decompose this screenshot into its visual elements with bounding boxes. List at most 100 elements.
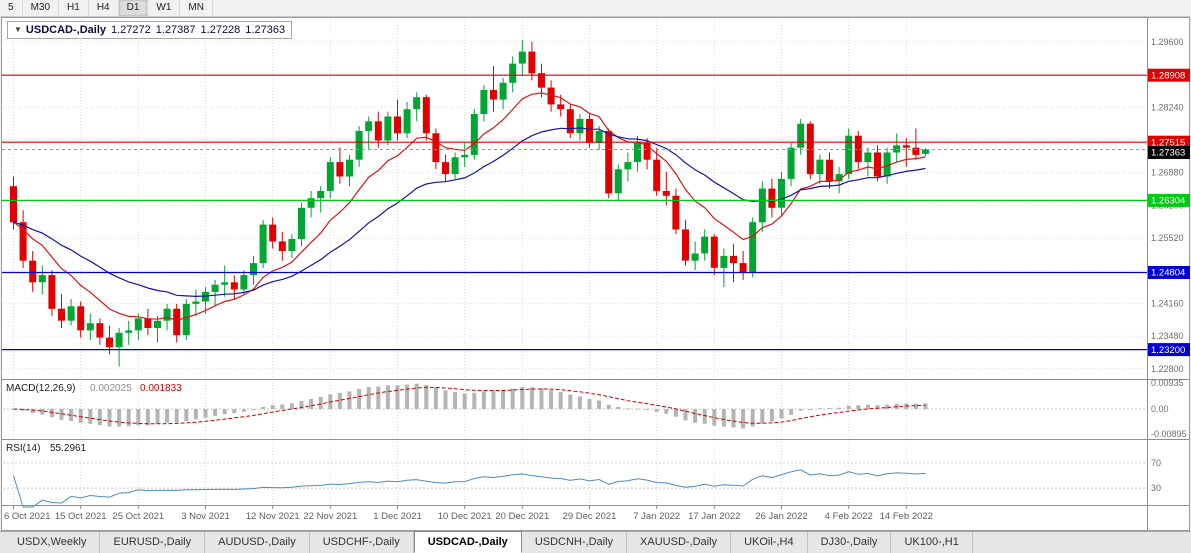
macd-signal-value: 0.001833 <box>140 383 182 394</box>
candle <box>547 87 555 105</box>
tab-eurusd-daily[interactable]: EURUSD-,Daily <box>100 532 206 553</box>
tab-ukoil-h4[interactable]: UKOil-,H4 <box>731 532 808 553</box>
tab-audusd-daily[interactable]: AUDUSD-,Daily <box>205 532 310 553</box>
tab-usdchf-daily[interactable]: USDCHF-,Daily <box>310 532 414 553</box>
candle <box>595 130 603 143</box>
date-label: 29 Dec 2021 <box>563 511 617 522</box>
timeframe-button-mn[interactable]: MN <box>180 0 213 16</box>
candle <box>269 224 277 242</box>
svg-text:1.24804: 1.24804 <box>1151 268 1185 279</box>
date-label: 20 Dec 2021 <box>495 511 549 522</box>
symbol-tabbar: USDX,Weekly EURUSD-,Daily AUDUSD-,Daily USD… <box>0 531 1191 553</box>
rsi-value: 55.2961 <box>50 443 87 454</box>
time-axis: 6 Oct 2021 15 Oct 2021 25 Oct 2021 3 Nov 20… <box>4 506 933 522</box>
timeframe-button-m30[interactable]: M30 <box>23 0 60 16</box>
tab-uk100-h1[interactable]: UK100-,H1 <box>891 532 973 553</box>
macd-main-value: 0.002025 <box>90 383 132 394</box>
level-badge-1.23200: 1.23200 <box>1148 343 1190 357</box>
candle <box>874 152 881 177</box>
timeframe-button-5[interactable]: 5 <box>0 0 23 16</box>
candle <box>374 121 382 141</box>
rsi-line <box>13 469 926 508</box>
candle <box>816 159 824 175</box>
timeframe-button-w1[interactable]: W1 <box>148 0 181 16</box>
candle <box>432 133 440 163</box>
candle <box>826 159 833 182</box>
ohlc-close: 1.27363 <box>245 24 286 36</box>
svg-text:70: 70 <box>1151 458 1161 468</box>
candle <box>499 82 507 100</box>
candle <box>710 236 718 268</box>
candle <box>662 191 670 196</box>
date-label: 14 Feb 2022 <box>880 511 933 522</box>
tab-usdcnh-daily[interactable]: USDCNH-,Daily <box>522 532 628 553</box>
svg-text:1.23200: 1.23200 <box>1151 345 1185 356</box>
candle <box>115 332 123 348</box>
svg-text:30: 30 <box>1151 483 1161 493</box>
svg-text:1.26880: 1.26880 <box>1151 168 1184 178</box>
candle <box>317 191 325 199</box>
candle <box>442 162 449 175</box>
level-badge-1.26304: 1.26304 <box>1148 193 1190 207</box>
ma-fast-line <box>13 92 926 322</box>
macd-panel <box>3 383 1146 429</box>
svg-text:1.27363: 1.27363 <box>1151 148 1185 159</box>
tab-usdcad-daily[interactable]: USDCAD-,Daily <box>413 531 522 553</box>
candle <box>557 104 565 110</box>
candle <box>211 284 219 292</box>
candle <box>461 154 469 158</box>
candle <box>739 263 747 273</box>
date-label: 7 Jan 2022 <box>633 511 680 522</box>
svg-text:1.26304: 1.26304 <box>1151 196 1185 207</box>
candle <box>643 142 651 160</box>
chart-background <box>1 17 1190 531</box>
candle <box>912 147 920 155</box>
grid <box>3 19 1146 505</box>
tab-dj30-daily[interactable]: DJ30-,Daily <box>808 532 892 553</box>
candle <box>250 263 257 276</box>
candle <box>365 121 373 131</box>
timeframe-button-h4[interactable]: H4 <box>89 0 119 16</box>
collapse-chart-icon[interactable]: ▼ <box>14 25 22 34</box>
candle <box>614 169 622 194</box>
horizontal-levels <box>2 74 1147 351</box>
timeframe-button-d1[interactable]: D1 <box>118 0 149 16</box>
timeframe-button-h1[interactable]: H1 <box>59 0 89 16</box>
candle <box>922 149 929 154</box>
level-badge-1.27515: 1.27515 <box>1148 135 1190 149</box>
candle <box>355 130 363 160</box>
candle <box>77 306 85 331</box>
ohlc-open: 1.27272 <box>111 24 151 36</box>
chart-title-box: ▼ USDCAD-,Daily 1.27272 1.27387 1.27228 1.273… <box>7 21 293 39</box>
candle <box>144 318 152 328</box>
svg-text:1.25520: 1.25520 <box>1151 233 1184 243</box>
rsi-label: RSI(14) <box>6 443 40 454</box>
svg-text:-0.00895: -0.00895 <box>1151 429 1187 439</box>
candle <box>605 130 613 194</box>
candle <box>653 159 661 191</box>
candle <box>701 236 709 254</box>
tab-usdx-weekly[interactable]: USDX,Weekly <box>4 532 101 553</box>
tab-xauusd-daily[interactable]: XAUUSD-,Daily <box>627 532 732 553</box>
candle <box>298 207 305 239</box>
date-label: 6 Oct 2021 <box>4 511 50 522</box>
candle <box>586 118 593 143</box>
candle <box>58 308 65 321</box>
candle <box>634 142 641 163</box>
candle <box>758 188 766 223</box>
candle <box>38 275 46 283</box>
current-price-badge: 1.27363 <box>1148 146 1190 159</box>
ohlc-low: 1.27228 <box>200 24 241 36</box>
date-label: 10 Dec 2021 <box>438 511 492 522</box>
candle <box>307 198 315 208</box>
level-badge-1.28908: 1.28908 <box>1148 68 1190 82</box>
candle <box>394 116 401 134</box>
rsi-panel <box>3 462 1146 508</box>
candle <box>691 253 699 261</box>
candle <box>806 123 814 175</box>
candle <box>490 90 497 100</box>
candle <box>96 323 104 338</box>
candle <box>106 337 113 348</box>
candle <box>576 118 584 134</box>
